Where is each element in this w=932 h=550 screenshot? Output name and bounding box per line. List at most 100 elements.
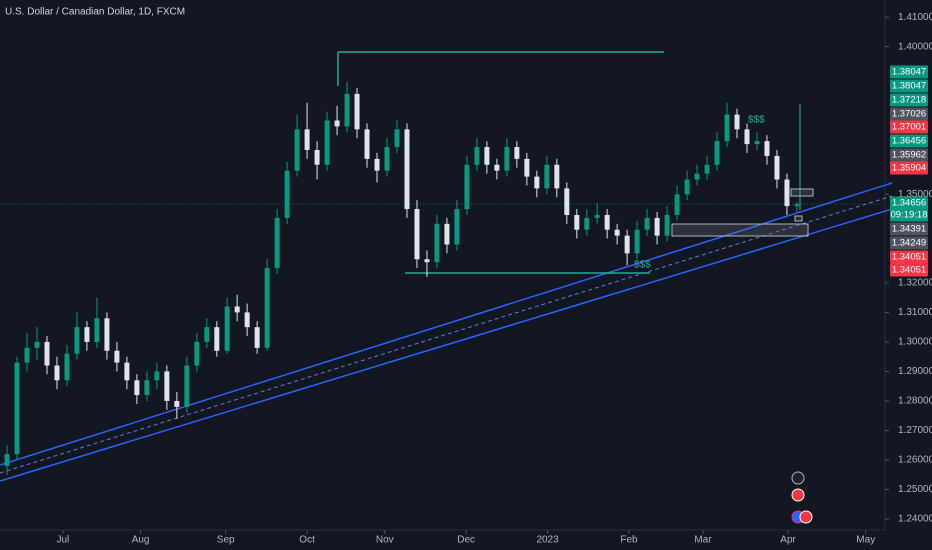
- price-label-box: [890, 196, 928, 222]
- candle-body: [404, 129, 410, 210]
- candle-body: [234, 306, 240, 313]
- price-label: 1.34249: [892, 238, 926, 249]
- candle-body: [314, 149, 320, 165]
- zone-box: [671, 223, 809, 237]
- candle-body: [224, 306, 230, 351]
- candle-body: [84, 327, 90, 342]
- candle-body: [124, 362, 130, 381]
- price-label-box: [890, 93, 928, 107]
- candle-body: [594, 214, 600, 218]
- candle-body: [774, 155, 780, 180]
- candle-body: [664, 214, 670, 236]
- price-label: 1.38047: [892, 81, 926, 92]
- candle-body: [434, 223, 440, 263]
- x-tick-label: Apr: [780, 535, 796, 546]
- candle-body: [364, 129, 370, 159]
- y-tick-label: 1.41000: [898, 12, 932, 23]
- y-tick-label: 1.31000: [898, 307, 932, 318]
- price-label-box: [890, 161, 928, 175]
- event-icon[interactable]: [791, 471, 805, 485]
- x-tick-label: Feb: [620, 535, 638, 546]
- candle-body: [504, 147, 510, 171]
- candle-body: [474, 147, 480, 165]
- candle-body: [154, 371, 160, 381]
- annotation: $$$: [748, 115, 765, 126]
- price-label-box: [890, 148, 928, 162]
- y-tick-label: 1.28000: [898, 396, 932, 407]
- x-tick-label: Jul: [56, 535, 69, 546]
- candle-body: [564, 188, 570, 215]
- candle-body: [794, 204, 800, 207]
- price-label-box: [890, 222, 928, 236]
- y-tick-label: 1.30000: [898, 337, 932, 348]
- x-tick-label: Sep: [217, 535, 235, 546]
- chart-title: U.S. Dollar / Canadian Dollar, 1D, FXCM: [5, 7, 185, 18]
- candle-body: [24, 347, 30, 363]
- candle-body: [724, 114, 730, 142]
- candle-body: [424, 259, 430, 263]
- price-label: 1.37026: [892, 109, 926, 120]
- candle-body: [134, 380, 140, 396]
- candle-body: [174, 400, 180, 407]
- price-label: 1.34391: [892, 224, 926, 235]
- price-label: 1.37001: [892, 122, 926, 133]
- zone-box-small: [790, 188, 814, 197]
- price-label: 1.34656: [892, 198, 926, 209]
- y-tick-label: 1.29000: [898, 366, 932, 377]
- candle-body: [274, 217, 280, 269]
- candle-body: [304, 129, 310, 150]
- price-label: 1.37218: [892, 95, 926, 106]
- candle-body: [654, 217, 660, 236]
- candle-body: [294, 129, 300, 171]
- candle-body: [704, 164, 710, 174]
- candle-body: [744, 129, 750, 145]
- candle-body: [324, 120, 330, 165]
- candle-body: [684, 179, 690, 195]
- price-label: 1.35962: [892, 150, 926, 161]
- candle-body: [344, 93, 350, 127]
- candle-body: [734, 114, 740, 130]
- candle-body: [214, 327, 220, 351]
- price-label-box: [890, 250, 928, 264]
- price-label: 1.36456: [892, 136, 926, 147]
- x-tick-label: Dec: [457, 535, 475, 546]
- candle-body: [204, 327, 210, 342]
- candle-body: [374, 158, 380, 171]
- candle-body: [34, 341, 40, 348]
- x-tick-label: 2023: [536, 535, 559, 546]
- candle-body: [574, 214, 580, 230]
- candle-body: [754, 141, 760, 145]
- y-tick-label: 1.35000: [898, 189, 932, 200]
- price-label-box: [890, 65, 928, 79]
- candle-body: [254, 327, 260, 348]
- price-label-box: [890, 263, 928, 277]
- candle-body: [614, 229, 620, 236]
- candle-body: [534, 176, 540, 189]
- price-label-box: [890, 120, 928, 134]
- price-label: 1.34051: [892, 252, 926, 263]
- price-label: 1.38047: [892, 67, 926, 78]
- annotation: $$$: [634, 260, 651, 271]
- candle-body: [384, 147, 390, 171]
- candle-body: [484, 147, 490, 165]
- candle-body: [44, 341, 50, 366]
- channel-upper: [0, 182, 893, 466]
- candle-body: [14, 362, 20, 455]
- price-label-box: [890, 134, 928, 148]
- candle-body: [694, 173, 700, 180]
- price-label-box: [890, 107, 928, 121]
- event-icon[interactable]: [799, 510, 813, 524]
- candle-body: [764, 141, 770, 156]
- candle-body: [714, 141, 720, 165]
- candle-body: [334, 120, 340, 127]
- y-tick-label: 1.26000: [898, 455, 932, 466]
- candle-body: [464, 164, 470, 210]
- candle-body: [494, 164, 500, 171]
- event-icon[interactable]: [791, 488, 805, 502]
- candle-body: [584, 217, 590, 230]
- y-tick-label: 1.32000: [898, 278, 932, 289]
- price-label: 1.34051: [892, 265, 926, 276]
- candle-body: [604, 214, 610, 230]
